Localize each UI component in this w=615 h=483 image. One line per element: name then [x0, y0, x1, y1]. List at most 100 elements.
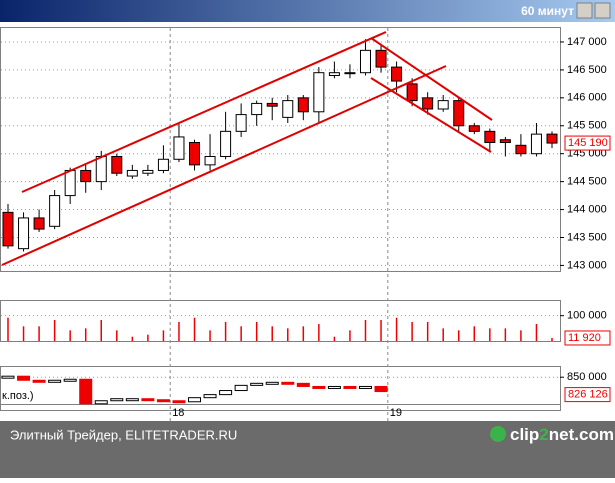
footer-bar: [0, 421, 615, 478]
oi-bar: [63, 378, 77, 382]
candle-body: [220, 130, 232, 157]
candle-body: [484, 130, 496, 144]
candle-body: [391, 66, 403, 82]
last-value-label: 826 126: [568, 389, 608, 401]
window-button[interactable]: [576, 2, 593, 19]
oi-bar: [32, 379, 46, 383]
last-value-box: [564, 135, 611, 151]
candle-body: [142, 169, 154, 174]
oi-bar: [203, 394, 217, 399]
y-tick-label: 100 000: [567, 310, 607, 322]
y-tick-label: 850 000: [567, 371, 607, 383]
oi-bar: [48, 379, 62, 383]
candle-body: [437, 100, 449, 110]
candle-body: [33, 217, 45, 230]
footer-text: Элитный Трейдер, ELITETRADER.RU: [10, 427, 237, 442]
y-tick-label: 143 000: [567, 259, 607, 271]
oi-bar: [219, 390, 233, 396]
y-tick-label: 144 000: [567, 203, 607, 215]
oi-bar: [156, 399, 170, 403]
candle-body: [251, 102, 263, 116]
oi-bar: [94, 400, 108, 405]
candle-body: [49, 195, 61, 227]
oi-bar: [312, 385, 326, 389]
oi-bar: [296, 382, 310, 387]
candle-body: [530, 133, 542, 155]
candle-body: [282, 100, 294, 118]
title-bar: [0, 0, 615, 22]
candle-body: [157, 158, 169, 171]
chart-title: 60 минут: [521, 4, 574, 18]
oi-bar: [172, 400, 186, 404]
oi-bar: [125, 398, 139, 402]
y-tick-label: 143 500: [567, 231, 607, 243]
oi-panel: [0, 366, 561, 411]
oi-bar: [79, 378, 93, 405]
candle-body: [375, 49, 387, 68]
candle-body: [64, 169, 76, 197]
x-tick-label: 18: [172, 407, 184, 419]
oi-bar: [358, 385, 372, 389]
y-tick-label: 146 000: [567, 92, 607, 104]
oi-bar: [250, 382, 264, 386]
candle-body: [515, 144, 527, 155]
candle-body: [204, 155, 216, 166]
y-tick-label: 145 000: [567, 148, 607, 160]
y-tick-label: 146 500: [567, 64, 607, 76]
candle-body: [297, 97, 309, 113]
price-panel: [0, 27, 561, 272]
logo-part: clip: [510, 425, 539, 444]
candle-body: [80, 169, 92, 183]
oi-bar: [141, 398, 155, 402]
oi-bar: [374, 385, 388, 393]
y-tick-label: 147 000: [567, 36, 607, 48]
candle-body: [111, 155, 123, 174]
oi-bar: [327, 385, 341, 389]
oi-bar: [281, 381, 295, 385]
candle-body: [235, 114, 247, 132]
logo: clip2net.com: [510, 425, 614, 444]
x-tick-label: 19: [390, 407, 402, 419]
oi-bar: [234, 384, 248, 392]
candle-body: [313, 72, 325, 113]
candle-body: [126, 169, 138, 177]
trend-line: [21, 31, 387, 193]
candle-body: [359, 49, 371, 74]
y-tick-label: 145 500: [567, 120, 607, 132]
candle-body: [499, 139, 511, 144]
logo-part: net.com: [549, 425, 614, 444]
trend-line: [370, 77, 492, 153]
candle-body: [266, 102, 278, 107]
trend-line: [370, 37, 493, 121]
candle-body: [468, 125, 480, 132]
trend-line: [1, 65, 447, 266]
y-tick-label: 144 500: [567, 176, 607, 188]
last-value-box: [564, 387, 611, 403]
volume-panel: [0, 300, 561, 342]
candle-body: [546, 133, 558, 144]
oi-bar: [265, 381, 279, 385]
candle-body: [173, 136, 185, 160]
candle-body: [453, 100, 465, 127]
oi-bar: [110, 398, 124, 402]
logo-icon: [490, 426, 506, 442]
candle-body: [189, 142, 201, 166]
oi-bar: [1, 375, 15, 379]
candle-body: [344, 72, 356, 75]
oi-bar: [343, 385, 357, 389]
candle-body: [18, 217, 30, 250]
oi-label: к.поз.): [2, 390, 34, 402]
window-button[interactable]: [594, 2, 611, 19]
last-value-box: [564, 330, 611, 346]
oi-bar: [188, 397, 202, 403]
candle-body: [406, 83, 418, 102]
candle-body: [422, 97, 434, 110]
candle-body: [95, 155, 107, 183]
oi-bar: [17, 375, 31, 381]
candle-body: [328, 72, 340, 76]
candle-body: [2, 211, 14, 247]
last-value-label: 11 920: [568, 332, 601, 344]
logo-part: 2: [539, 425, 548, 444]
last-value-label: 145 190: [568, 137, 608, 149]
